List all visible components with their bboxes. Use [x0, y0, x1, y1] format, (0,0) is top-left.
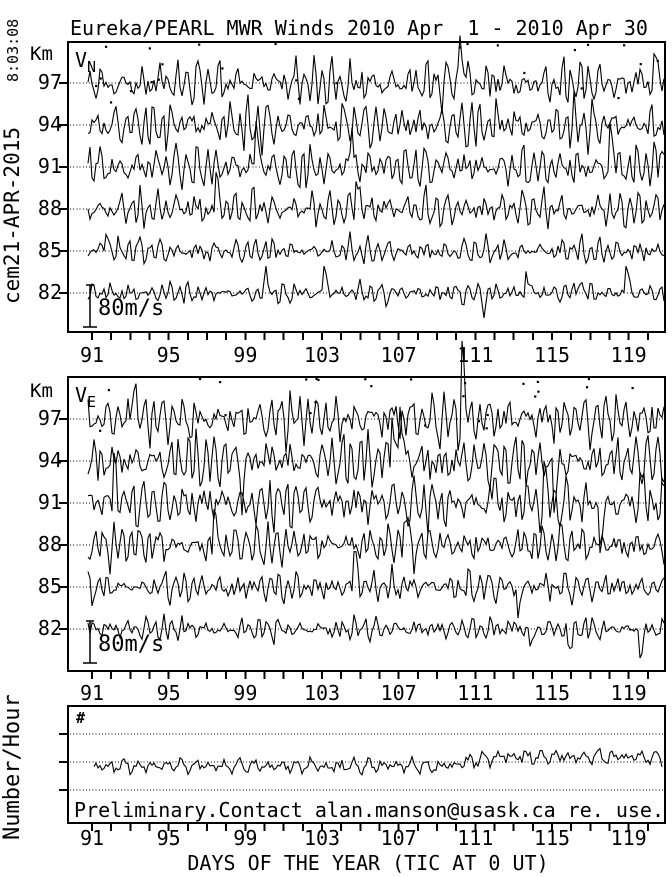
- y-tick-label: 88: [37, 532, 62, 556]
- y-tick-label: 85: [37, 574, 62, 598]
- x-tick-label: 91: [79, 826, 105, 850]
- x-tick-label: 103: [303, 343, 341, 367]
- x-tick-label: 91: [79, 681, 105, 705]
- x-tick-label: 111: [457, 681, 494, 705]
- x-tick-label: 111: [457, 826, 494, 850]
- scale-bar-label-ve: 80m/s: [98, 632, 165, 657]
- x-tick-label: 99: [233, 681, 258, 705]
- x-tick-label: 115: [533, 343, 571, 367]
- y-axis-unit-label-ve: Km: [30, 380, 53, 402]
- x-tick-label: 95: [156, 343, 181, 367]
- x-axis-title: DAYS OF THE YEAR (TIC AT 0 UT): [187, 851, 549, 875]
- y-tick-label: 94: [37, 112, 62, 136]
- x-tick-label: 99: [233, 826, 258, 850]
- preliminary-notice: Preliminary.Contact alan.manson@usask.ca…: [74, 798, 665, 822]
- v-east-subscript: E: [87, 393, 97, 411]
- panel-label-v-north: VN: [75, 49, 96, 76]
- y-tick-label: 94: [37, 448, 62, 472]
- y-tick-label: 97: [37, 406, 62, 430]
- x-tick-label: 107: [380, 681, 417, 705]
- v-north-letter: V: [75, 48, 88, 72]
- count-y-axis-label: Number/Hour: [0, 694, 25, 840]
- x-tick-label: 95: [156, 826, 181, 850]
- x-tick-label: 115: [533, 681, 571, 705]
- panel-label-count: #: [76, 709, 86, 727]
- v-east-letter: V: [75, 383, 88, 407]
- x-tick-label: 107: [380, 343, 417, 367]
- y-tick-label: 88: [37, 196, 62, 220]
- y-tick-label: 91: [37, 490, 62, 514]
- x-tick-label: 107: [380, 826, 417, 850]
- x-tick-label: 119: [610, 343, 647, 367]
- x-tick-label: 115: [533, 826, 571, 850]
- x-tick-label: 119: [610, 826, 647, 850]
- x-tick-label: 103: [303, 681, 341, 705]
- y-tick-label: 97: [37, 70, 62, 94]
- x-tick-label: 111: [457, 343, 494, 367]
- scale-bar-label-vn: 80m/s: [98, 296, 165, 321]
- x-tick-label: 99: [233, 343, 258, 367]
- y-axis-unit-label-vn: Km: [30, 43, 53, 65]
- y-tick-label: 82: [37, 280, 62, 304]
- y-tick-label: 85: [37, 238, 62, 262]
- chart-title: Eureka/PEARL MWR Winds 2010 Apr 1 - 2010…: [70, 16, 648, 40]
- x-tick-label: 119: [610, 681, 647, 705]
- y-tick-label: 91: [37, 154, 62, 178]
- x-tick-label: 103: [303, 826, 341, 850]
- x-tick-label: 91: [79, 343, 105, 367]
- x-tick-label: 95: [156, 681, 181, 705]
- v-north-subscript: N: [87, 58, 97, 76]
- y-tick-label: 82: [37, 616, 62, 640]
- panel-label-v-east: VE: [75, 384, 96, 411]
